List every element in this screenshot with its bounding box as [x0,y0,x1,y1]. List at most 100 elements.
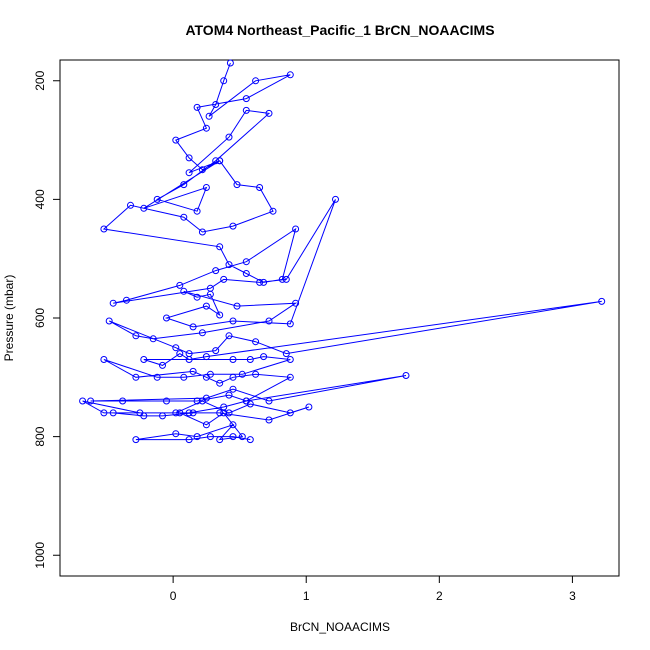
y-tick-label: 200 [33,70,47,90]
data-point [105,317,113,325]
data-point [123,296,130,304]
data-point [119,397,127,405]
data-point [172,136,180,144]
data-point [153,195,161,203]
data-point [332,195,339,203]
data-point [185,169,193,177]
data-point [229,373,237,381]
data-point [229,222,237,230]
data-point [176,281,184,289]
data-point [242,106,250,114]
x-axis-label: BrCN_NOAACIMS [290,620,390,634]
x-tick-label: 3 [569,589,576,603]
data-point [252,370,260,378]
data-point [193,207,201,215]
data-point [286,409,294,417]
data-point [202,184,210,191]
data-point [220,77,228,85]
x-tick-label: 1 [303,589,310,603]
data-point [229,317,237,325]
data-point [180,181,188,189]
data-point [202,124,210,132]
data-point [265,109,273,117]
data-point [286,373,294,381]
data-point [202,353,210,361]
data-point [212,101,220,108]
data-point [220,409,228,417]
data-point [292,299,300,307]
data-point [189,367,197,375]
data-point [205,112,213,120]
data-point [180,373,188,381]
data-point [216,157,224,165]
data-point [252,77,260,85]
data-point [292,225,300,233]
y-tick-label: 800 [33,426,47,446]
data-point [185,409,193,417]
data-point [185,436,193,444]
data-point [198,166,206,174]
data-point [185,154,193,162]
data-point [229,421,237,429]
data-point [202,421,210,429]
data-point [180,213,188,221]
data-point [163,314,170,322]
data-point [229,356,237,363]
data-point [172,409,180,417]
data-point [198,329,206,337]
series-line [82,62,602,441]
data-point [225,332,233,340]
data-point [225,261,233,269]
y-tick-label: 400 [33,189,47,209]
data-point [265,397,273,405]
y-axis: 200 400 600 800 1000 [33,70,61,569]
data-point [212,347,220,355]
data-point [180,287,188,295]
data-point [172,430,180,438]
y-tick-label: 600 [33,308,47,328]
data-point [140,356,148,363]
data-point [226,59,234,67]
data-point [256,278,264,286]
data-point [109,299,117,307]
data-point [202,302,210,310]
data-point [242,270,250,277]
data-point [242,95,250,103]
data-point [189,323,197,331]
data-point [212,267,220,275]
data-point [206,290,214,298]
data-point [238,433,246,441]
data-point [216,379,224,387]
data-point [246,400,254,408]
data-point [185,356,193,363]
plot-frame [59,59,620,577]
data-point [233,302,241,310]
series-layer [79,59,606,444]
data-point [100,225,108,233]
data-point [193,397,201,405]
data-point [212,157,220,165]
data-point [282,275,290,283]
data-point [127,201,134,209]
data-point [198,228,206,236]
data-point [246,436,254,444]
data-point [246,356,254,363]
data-point [216,436,224,444]
data-point [189,409,197,417]
data-point [109,409,117,417]
data-point [286,320,294,328]
chart-title: ATOM4 Northeast_Pacific_1 BrCN_NOAACIMS [185,22,494,38]
data-point [220,275,228,283]
data-point [225,391,233,399]
x-tick-label: 2 [436,589,443,603]
data-point [256,184,264,191]
data-point [260,278,268,286]
data-point [305,403,313,411]
data-point [229,433,237,441]
data-point [229,385,237,393]
x-axis: 0 1 2 3 [170,575,576,603]
y-tick-label: 1000 [33,542,47,569]
data-point [132,332,140,340]
data-point [100,409,108,417]
